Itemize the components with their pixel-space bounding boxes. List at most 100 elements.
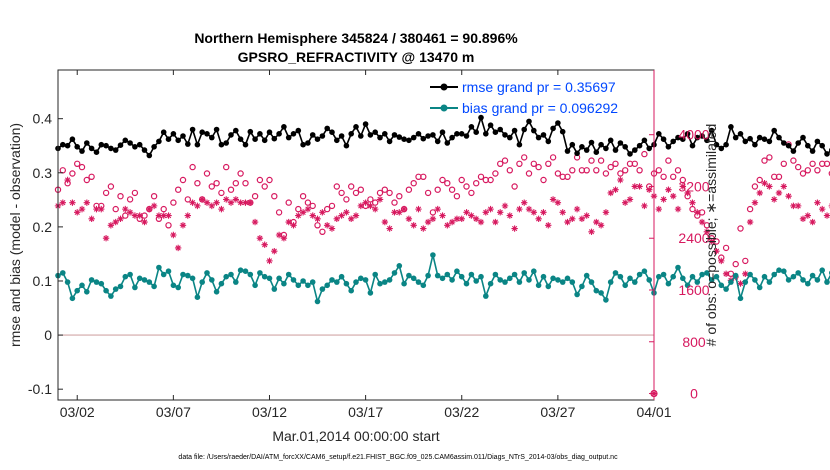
rmse-point bbox=[127, 140, 133, 146]
bias-point bbox=[141, 277, 148, 283]
assimilated-obs-point bbox=[285, 218, 292, 226]
assimilated-obs-point bbox=[376, 196, 384, 203]
rmse-point bbox=[579, 144, 585, 150]
possible-obs-point bbox=[88, 173, 95, 180]
bias-point bbox=[458, 273, 465, 280]
y-axis-right-ticks: 0 800 1600 2400 3200 4000 bbox=[649, 70, 710, 402]
assimilated-obs-point bbox=[256, 235, 264, 242]
x-tick-label: 04/01 bbox=[636, 404, 671, 420]
bias-point bbox=[266, 275, 273, 282]
possible-obs-point bbox=[107, 183, 115, 190]
rmse-point bbox=[247, 128, 254, 135]
possible-obs-point bbox=[607, 163, 614, 171]
y-left-tick-label: 0 bbox=[44, 327, 52, 343]
bias-point bbox=[122, 273, 129, 280]
possible-obs-point bbox=[622, 167, 629, 174]
rmse-point bbox=[79, 148, 85, 154]
rmse-point bbox=[305, 140, 311, 146]
rmse-point bbox=[511, 127, 518, 134]
bias-point bbox=[684, 282, 691, 289]
assimilated-obs-point bbox=[439, 212, 446, 219]
possible-obs-point bbox=[232, 179, 239, 187]
rmse-point bbox=[386, 138, 393, 145]
assimilated-obs-point bbox=[347, 215, 355, 223]
possible-obs-point bbox=[242, 179, 249, 187]
assimilated-obs-point bbox=[665, 186, 672, 193]
bias-point bbox=[377, 280, 383, 287]
possible-obs-point bbox=[593, 167, 600, 174]
bias-point bbox=[112, 286, 119, 292]
rmse-point bbox=[689, 142, 696, 149]
rmse-point bbox=[146, 152, 153, 159]
possible-obs-point bbox=[521, 154, 528, 161]
bias-point bbox=[64, 279, 71, 285]
possible-obs-point bbox=[69, 170, 76, 177]
possible-obs-point bbox=[477, 173, 485, 180]
bias-point bbox=[535, 282, 542, 289]
rmse-point bbox=[204, 131, 210, 137]
assimilated-obs-point bbox=[775, 189, 783, 197]
possible-obs-point bbox=[174, 186, 182, 193]
rmse-point bbox=[401, 136, 407, 142]
bias-point bbox=[708, 277, 715, 283]
possible-obs-point bbox=[304, 199, 312, 206]
assimilated-obs-point bbox=[794, 202, 802, 210]
rmse-point bbox=[805, 142, 811, 149]
possible-obs-point bbox=[343, 196, 350, 203]
possible-obs-point bbox=[208, 183, 215, 190]
rmse-point bbox=[362, 121, 369, 127]
possible-obs-point bbox=[324, 205, 331, 213]
possible-obs-point bbox=[391, 199, 398, 206]
possible-obs-point bbox=[809, 160, 816, 167]
possible-obs-point bbox=[410, 179, 417, 187]
assimilated-obs-point bbox=[198, 196, 206, 203]
possible-obs-point bbox=[372, 199, 379, 206]
assimilated-obs-point bbox=[823, 212, 830, 219]
bias-point bbox=[271, 286, 278, 292]
assimilated-obs-point bbox=[737, 280, 744, 287]
bias-point bbox=[165, 268, 172, 275]
bias-point bbox=[242, 268, 249, 275]
assimilated-obs-point bbox=[328, 225, 336, 232]
rmse-point bbox=[574, 150, 580, 157]
assimilated-obs-point bbox=[790, 202, 797, 210]
possible-obs-point bbox=[703, 222, 711, 229]
bias-point bbox=[290, 277, 297, 283]
bias-point bbox=[785, 277, 792, 283]
assimilated-obs-point bbox=[83, 199, 91, 206]
possible-obs-point bbox=[473, 179, 480, 187]
possible-obs-point bbox=[78, 163, 86, 171]
possible-obs-point bbox=[814, 167, 821, 174]
bias-point bbox=[348, 287, 355, 294]
assimilated-obs-point bbox=[280, 235, 288, 242]
rmse-point bbox=[348, 131, 355, 137]
assimilated-obs-point bbox=[746, 218, 754, 226]
rmse-point bbox=[396, 134, 403, 140]
rmse-point bbox=[809, 148, 816, 154]
bias-point bbox=[329, 277, 335, 283]
rmse-point bbox=[377, 134, 383, 141]
bias-point bbox=[622, 282, 628, 289]
rmse-point bbox=[338, 133, 345, 139]
bias-point bbox=[69, 295, 76, 302]
rmse-point bbox=[540, 132, 547, 138]
bias-point bbox=[694, 279, 701, 285]
assimilated-obs-series bbox=[54, 176, 830, 398]
assimilated-obs-point bbox=[655, 205, 663, 213]
legend-bias-marker bbox=[440, 104, 448, 112]
assimilated-obs-point bbox=[266, 257, 273, 265]
possible-obs-point bbox=[597, 157, 605, 164]
possible-obs-point bbox=[583, 167, 590, 174]
assimilated-obs-point bbox=[809, 218, 816, 226]
assimilated-obs-point bbox=[391, 209, 398, 216]
assimilated-obs-point bbox=[102, 235, 110, 242]
bias-point bbox=[776, 267, 782, 274]
bias-point bbox=[194, 294, 201, 301]
assimilated-obs-point bbox=[203, 199, 211, 206]
rmse-point bbox=[737, 131, 744, 137]
possible-obs-point bbox=[122, 212, 129, 219]
assimilated-obs-point bbox=[645, 186, 653, 193]
assimilated-obs-point bbox=[208, 202, 216, 210]
assimilated-obs-point bbox=[69, 199, 76, 206]
bias-point bbox=[382, 279, 388, 285]
